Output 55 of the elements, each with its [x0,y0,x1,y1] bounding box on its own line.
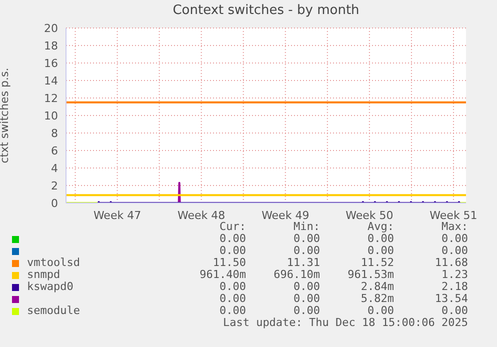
text: 0.00 [366,232,394,245]
text: 2.18 [440,280,468,293]
y-axis-title: ctxt switches p.s. [0,68,11,164]
legend-label: snmpd [27,268,60,281]
text: Cur: [218,220,246,233]
text: 0.00 [292,244,320,257]
x-tick-label: Week 47 [93,208,142,222]
x-tick-label: Week 49 [262,208,310,222]
text: Max: [440,220,468,233]
text: 0.00 [218,292,246,305]
y-tick-label: 2 [51,179,58,192]
text: 5.82m [360,292,394,305]
text: Min: [292,220,320,233]
text: 0.00 [292,292,320,305]
chart-title: Context switches - by month [172,3,360,18]
y-tick-label: 10 [44,109,58,122]
text: 0.00 [292,232,320,245]
text: 0.00 [440,232,468,245]
text: 961.53m [346,268,394,281]
text: 0.00 [218,232,246,245]
text: Last update: Thu Dec 18 15:00:06 2025 [222,316,468,329]
text: 0.00 [366,244,394,257]
y-tick-label: 0 [51,196,58,210]
text: 11.50 [212,256,246,269]
y-tick-label: 8 [51,126,58,140]
text: 0.00 [366,304,394,317]
y-tick-label: 4 [51,162,58,175]
y-tick-label: 16 [44,56,58,70]
text: 0.00 [218,304,246,317]
text: 11.31 [286,256,320,269]
text: 11.52 [360,256,394,269]
legend-label: semodule [27,304,80,317]
text: 0.00 [292,280,320,293]
legend-label: kswapd0 [27,280,74,293]
text: 2.84m [360,280,394,293]
y-tick-label: 6 [51,144,58,158]
text: 0.00 [440,244,468,257]
text: 696.10m [272,268,320,281]
text: 13.54 [434,292,468,305]
text: 0.00 [440,304,468,317]
text: 0.00 [218,280,246,293]
legend-label: vmtoolsd [27,256,80,269]
y-tick-label: 14 [44,74,58,88]
y-tick-label: 20 [44,22,58,35]
x-tick-label: Week 51 [430,208,478,222]
y-tick-label: 12 [44,92,58,105]
text: Avg: [366,220,394,233]
text: 11.68 [434,256,468,269]
y-tick-label: 18 [44,39,58,52]
x-tick-label: Week 48 [178,208,226,222]
text: 0.00 [292,304,320,317]
text: 0.00 [218,244,246,257]
x-tick-label: Week 50 [346,208,394,222]
text: 961.40m [198,268,246,281]
text: 1.23 [440,268,468,281]
